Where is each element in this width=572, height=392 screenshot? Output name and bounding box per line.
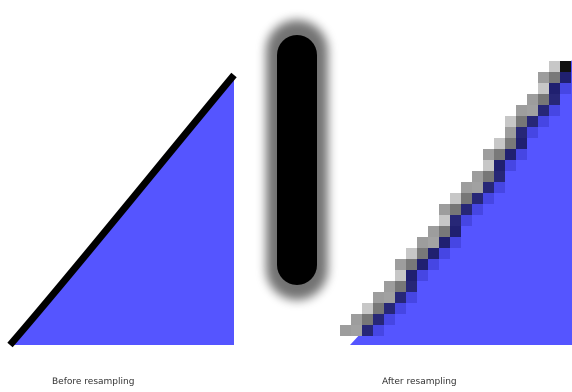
- antialias-pixel: [439, 204, 450, 215]
- antialias-pixel: [439, 226, 450, 237]
- blend-pixel: [461, 215, 472, 226]
- kernel-core: [277, 35, 317, 285]
- caption-before-resampling: Before resampling: [52, 377, 135, 387]
- blend-pixel: [439, 248, 450, 259]
- blend-pixel: [373, 325, 384, 336]
- caption-after-resampling: After resampling: [382, 377, 457, 387]
- blend-pixel: [472, 193, 483, 204]
- antialias-pixel: [395, 281, 406, 292]
- blend-pixel: [373, 314, 384, 325]
- blend-pixel: [450, 237, 461, 248]
- resampling-kernel: [266, 20, 328, 300]
- blend-pixel: [472, 204, 483, 215]
- antialias-pixel: [472, 182, 483, 193]
- antialias-pixel: [428, 226, 439, 237]
- blend-pixel: [362, 325, 373, 336]
- antialias-pixel: [549, 61, 560, 72]
- antialias-pixel: [362, 303, 373, 314]
- antialias-pixel: [494, 138, 505, 149]
- blend-pixel: [494, 182, 505, 193]
- after-curve-pixels: [340, 61, 571, 336]
- blend-pixel: [549, 105, 560, 116]
- antialias-pixel: [505, 116, 516, 127]
- blend-pixel: [516, 149, 527, 160]
- before-resampling-curve: [7, 72, 237, 348]
- antialias-pixel: [395, 270, 406, 281]
- blend-pixel: [494, 171, 505, 182]
- blend-pixel: [417, 259, 428, 270]
- blend-pixel: [395, 292, 406, 303]
- antialias-pixel: [516, 116, 527, 127]
- before-curve-fill: [10, 75, 234, 345]
- blend-pixel: [428, 259, 439, 270]
- antialias-pixel: [373, 292, 384, 303]
- after-resampling-curve: [340, 60, 572, 345]
- blend-pixel: [560, 72, 571, 83]
- blend-pixel: [395, 303, 406, 314]
- blend-pixel: [549, 94, 560, 105]
- antialias-pixel: [395, 259, 406, 270]
- antialias-pixel: [483, 160, 494, 171]
- antialias-pixel: [362, 314, 373, 325]
- blend-pixel: [483, 193, 494, 204]
- blend-pixel: [461, 204, 472, 215]
- blend-pixel: [450, 215, 461, 226]
- blend-pixel: [384, 314, 395, 325]
- blend-pixel: [516, 127, 527, 138]
- blend-pixel: [538, 105, 549, 116]
- antialias-pixel: [461, 182, 472, 193]
- edge-pixel: [560, 61, 571, 72]
- antialias-pixel: [538, 83, 549, 94]
- blend-pixel: [505, 160, 516, 171]
- antialias-pixel: [472, 171, 483, 182]
- antialias-pixel: [527, 105, 538, 116]
- antialias-pixel: [483, 171, 494, 182]
- antialias-pixel: [516, 105, 527, 116]
- blend-pixel: [417, 270, 428, 281]
- antialias-pixel: [417, 237, 428, 248]
- antialias-pixel: [538, 94, 549, 105]
- antialias-pixel: [461, 193, 472, 204]
- blend-pixel: [450, 226, 461, 237]
- blend-pixel: [406, 292, 417, 303]
- antialias-pixel: [406, 259, 417, 270]
- antialias-pixel: [450, 193, 461, 204]
- blend-pixel: [527, 116, 538, 127]
- blend-pixel: [494, 160, 505, 171]
- blend-pixel: [428, 248, 439, 259]
- antialias-pixel: [417, 248, 428, 259]
- antialias-pixel: [450, 204, 461, 215]
- blend-pixel: [538, 116, 549, 127]
- antialias-pixel: [549, 72, 560, 83]
- antialias-pixel: [483, 149, 494, 160]
- antialias-pixel: [351, 325, 362, 336]
- blend-pixel: [527, 127, 538, 138]
- antialias-pixel: [351, 314, 362, 325]
- blend-pixel: [505, 149, 516, 160]
- antialias-pixel: [494, 149, 505, 160]
- antialias-pixel: [505, 138, 516, 149]
- antialias-pixel: [340, 325, 351, 336]
- blend-pixel: [406, 281, 417, 292]
- before-curve-stroke: [7, 72, 237, 348]
- blend-pixel: [384, 303, 395, 314]
- antialias-pixel: [384, 292, 395, 303]
- antialias-pixel: [428, 237, 439, 248]
- antialias-pixel: [406, 248, 417, 259]
- antialias-pixel: [439, 215, 450, 226]
- antialias-pixel: [538, 72, 549, 83]
- antialias-pixel: [505, 127, 516, 138]
- antialias-pixel: [527, 94, 538, 105]
- blend-pixel: [483, 182, 494, 193]
- antialias-pixel: [384, 281, 395, 292]
- blend-pixel: [439, 237, 450, 248]
- blend-pixel: [516, 138, 527, 149]
- blend-pixel: [406, 270, 417, 281]
- blend-pixel: [560, 83, 571, 94]
- after-curve-fill: [350, 60, 572, 345]
- antialias-pixel: [373, 303, 384, 314]
- blend-pixel: [549, 83, 560, 94]
